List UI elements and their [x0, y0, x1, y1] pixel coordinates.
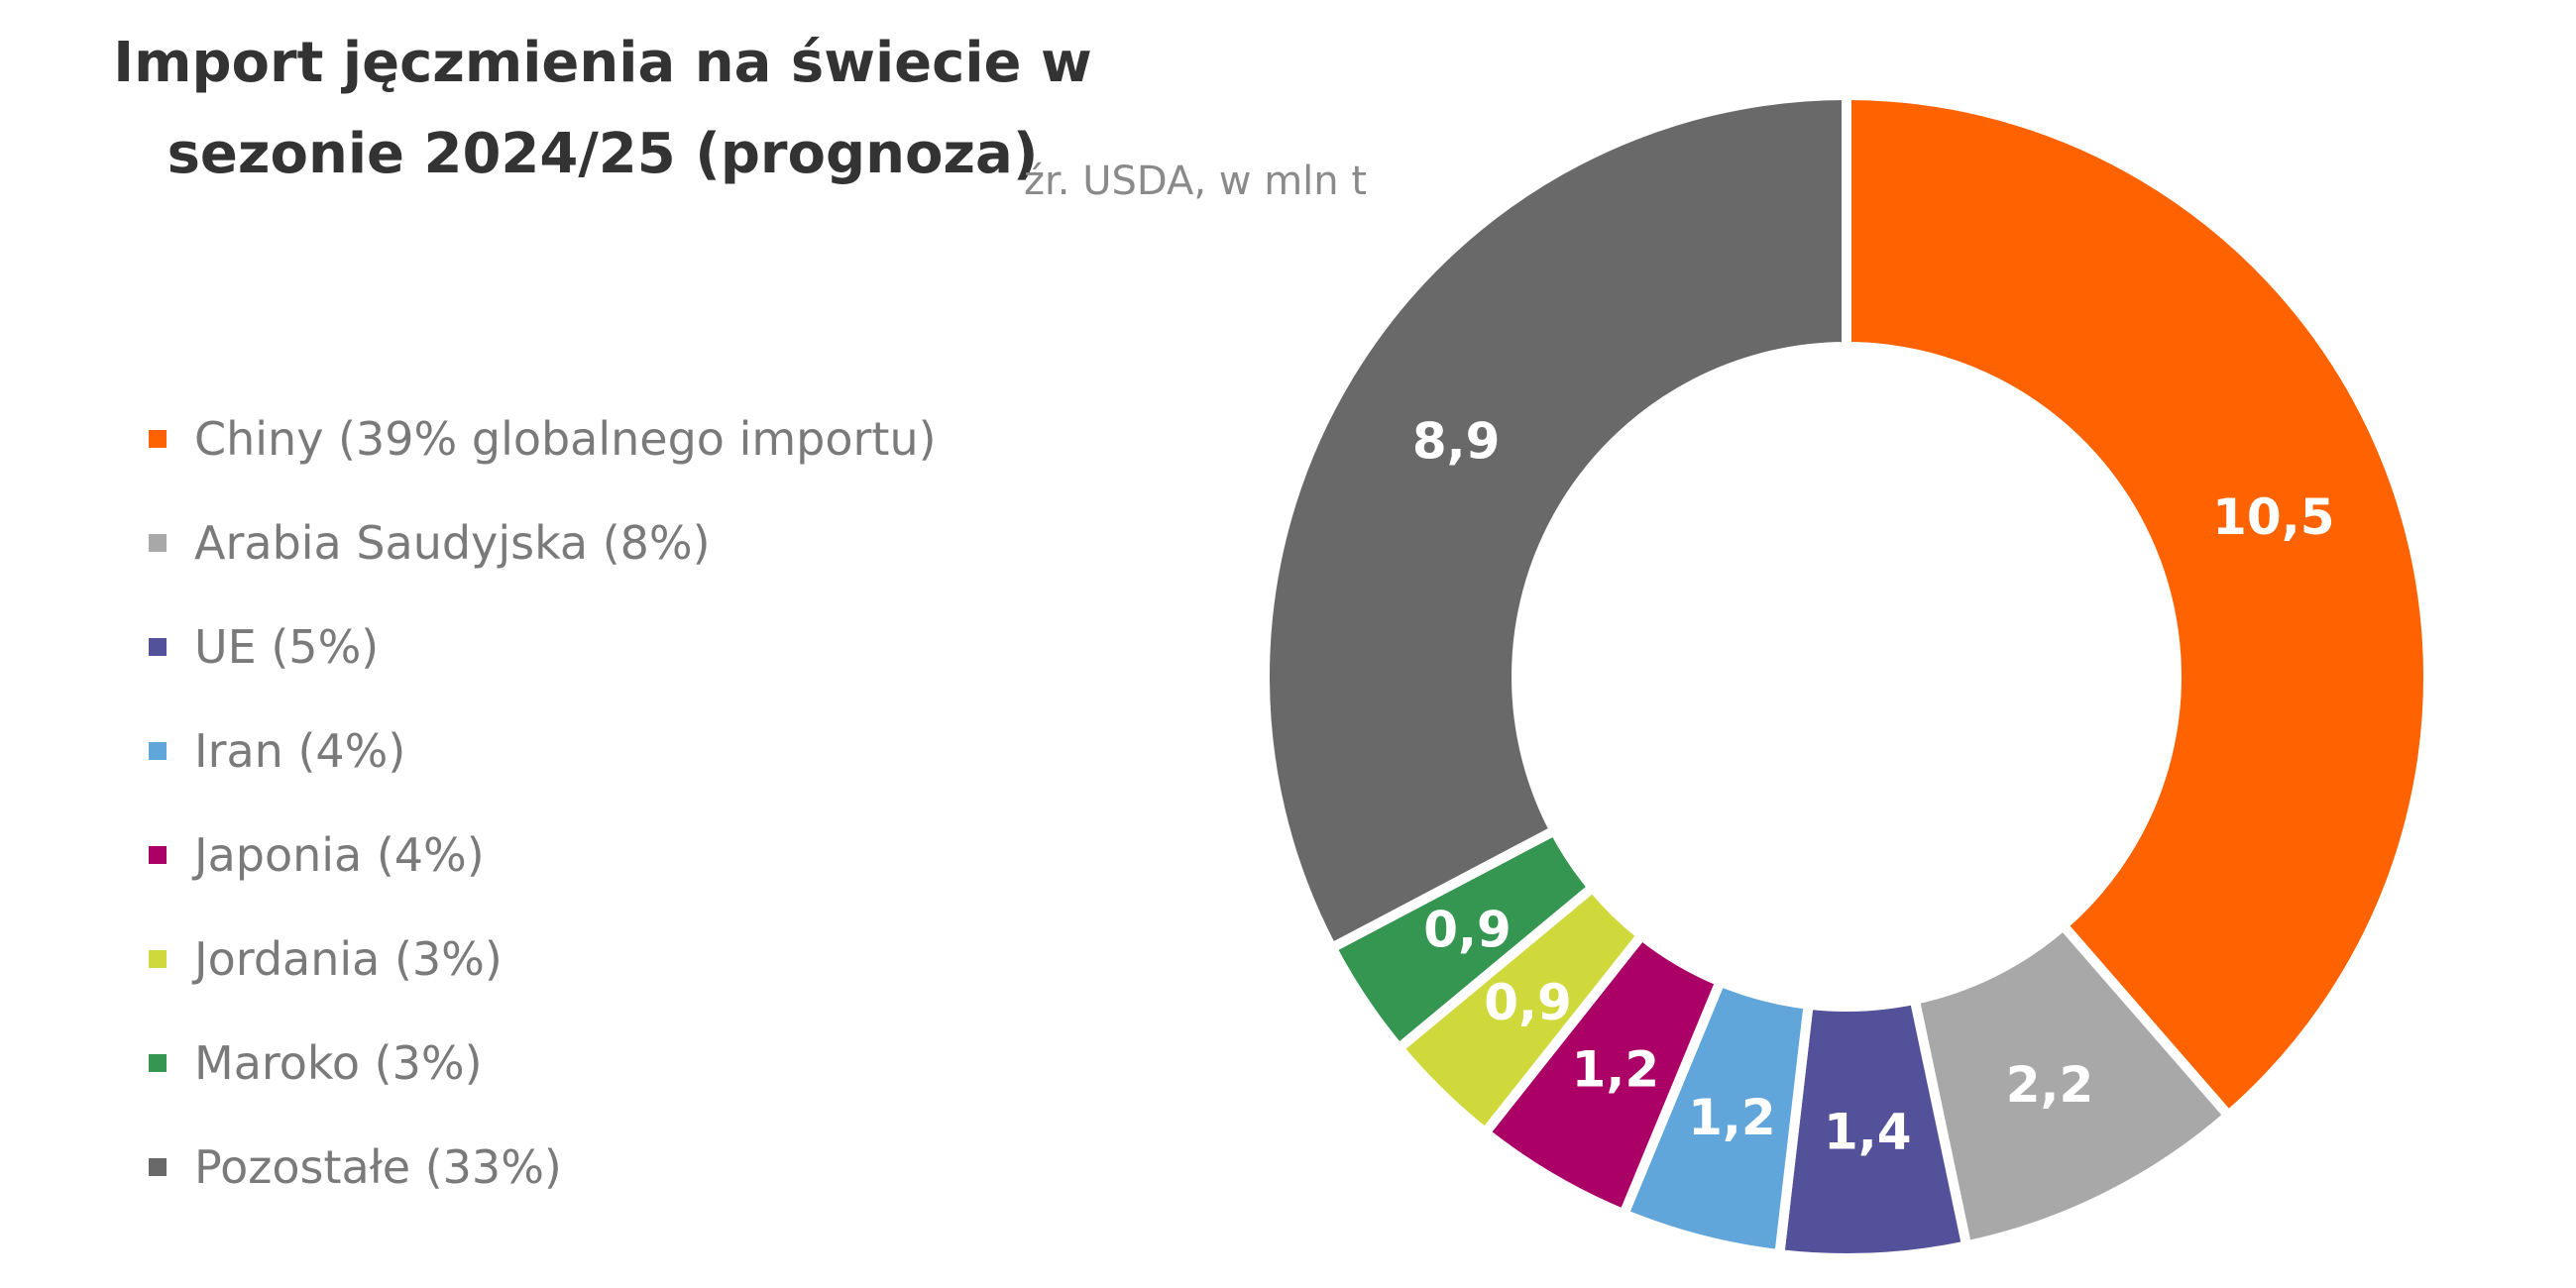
legend-swatch [149, 429, 167, 448]
legend-label: UE (5%) [194, 619, 380, 674]
chart-title: Import jęczmienia na świecie w sezonie 2… [113, 31, 1092, 186]
legend-label: Japonia (4%) [194, 827, 485, 882]
legend-swatch [149, 845, 167, 864]
donut-slice [1842, 89, 2433, 1123]
legend-label: Iran (4%) [194, 723, 406, 778]
data-label: 0,9 [1423, 902, 1512, 959]
legend-swatch [149, 533, 167, 552]
data-label: 0,9 [1484, 974, 1572, 1031]
legend-item: Arabia Saudyjska (8%) [149, 490, 937, 594]
legend-item: Chiny (39% globalnego importu) [149, 386, 937, 490]
legend-swatch [149, 1157, 167, 1176]
legend: Chiny (39% globalnego importu) Arabia Sau… [149, 386, 937, 1219]
legend-label: Chiny (39% globalnego importu) [194, 411, 937, 466]
data-label: 10,5 [2212, 488, 2334, 546]
legend-item: Maroko (3%) [149, 1011, 937, 1115]
data-label: 1,2 [1688, 1089, 1776, 1146]
legend-swatch [149, 1053, 167, 1072]
legend-label: Jordania (3%) [194, 931, 503, 986]
data-label: 1,2 [1572, 1041, 1660, 1099]
legend-swatch [149, 741, 167, 760]
legend-item: UE (5%) [149, 594, 937, 698]
legend-item: Pozostałe (33%) [149, 1115, 937, 1219]
legend-label: Pozostałe (33%) [194, 1139, 562, 1194]
data-label: 8,9 [1412, 412, 1501, 470]
legend-swatch [149, 949, 167, 968]
legend-item: Japonia (4%) [149, 803, 937, 907]
legend-label: Maroko (3%) [194, 1035, 483, 1090]
data-label: 1,4 [1824, 1104, 1912, 1161]
legend-label: Arabia Saudyjska (8%) [194, 515, 711, 570]
donut-slice [1260, 89, 1851, 955]
legend-swatch [149, 637, 167, 656]
legend-item: Iran (4%) [149, 698, 937, 803]
legend-item: Jordania (3%) [149, 907, 937, 1011]
data-label: 2,2 [2006, 1056, 2094, 1114]
chart-subtitle: źr. USDA, w mln t [1024, 159, 1368, 204]
